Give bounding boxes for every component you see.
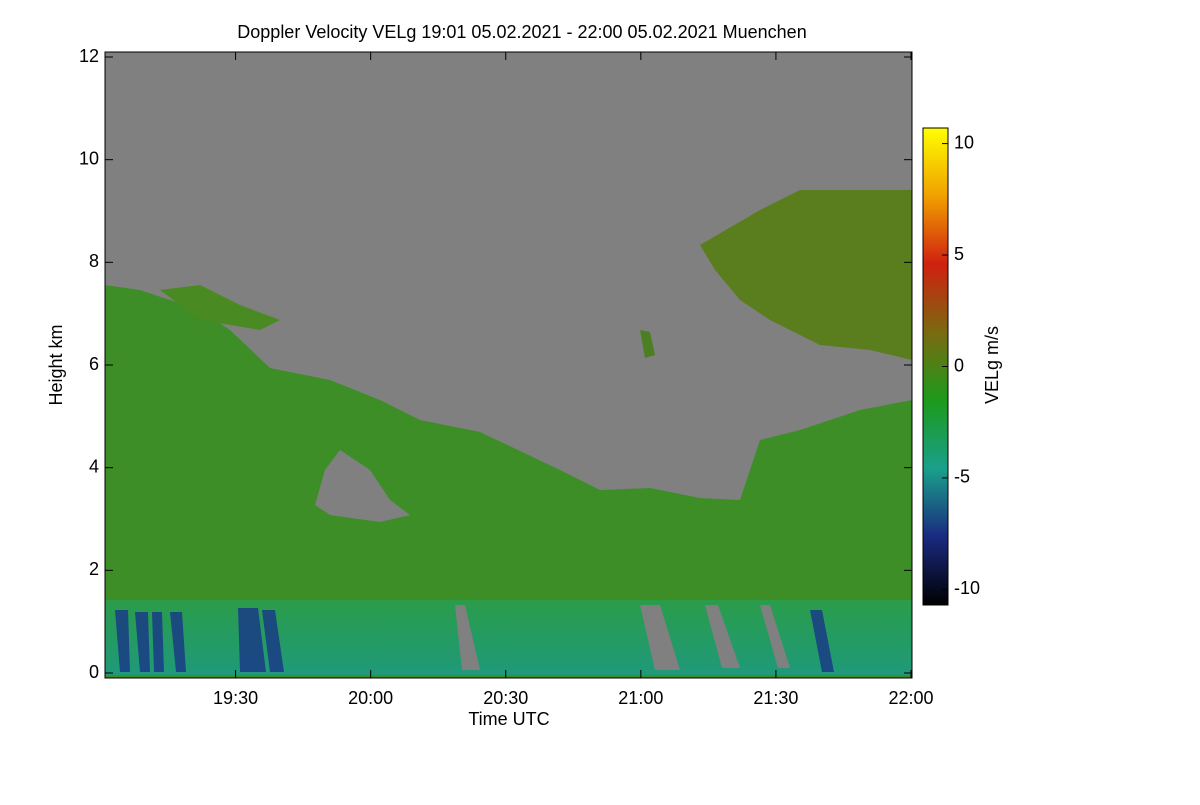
y-tick-label: 0 — [89, 662, 99, 682]
y-axis-label: Height km — [46, 324, 66, 405]
chart-title: Doppler Velocity VELg 19:01 05.02.2021 -… — [237, 22, 806, 42]
colorbar-tick-label: 10 — [954, 132, 974, 152]
y-tick-label: 12 — [79, 46, 99, 66]
y-tick-label: 4 — [89, 456, 99, 476]
colorbar-tick-label: -5 — [954, 467, 970, 487]
colorbar-tick-label: 5 — [954, 244, 964, 264]
x-tick-label: 22:00 — [888, 688, 933, 708]
colorbar-label: VELg m/s — [982, 326, 1002, 404]
x-tick-label: 19:30 — [213, 688, 258, 708]
x-tick-label: 20:30 — [483, 688, 528, 708]
y-tick-label: 10 — [79, 148, 99, 168]
colorbar-tick-label: -10 — [954, 578, 980, 598]
heatmap-image — [105, 52, 912, 678]
y-tick-label: 8 — [89, 251, 99, 271]
x-axis-label: Time UTC — [468, 709, 549, 729]
colorbar-tick-label: 0 — [954, 355, 964, 375]
x-tick-label: 21:30 — [753, 688, 798, 708]
x-tick-label: 20:00 — [348, 688, 393, 708]
x-tick-label: 21:00 — [618, 688, 663, 708]
y-tick-label: 2 — [89, 559, 99, 579]
y-tick-label: 6 — [89, 354, 99, 374]
